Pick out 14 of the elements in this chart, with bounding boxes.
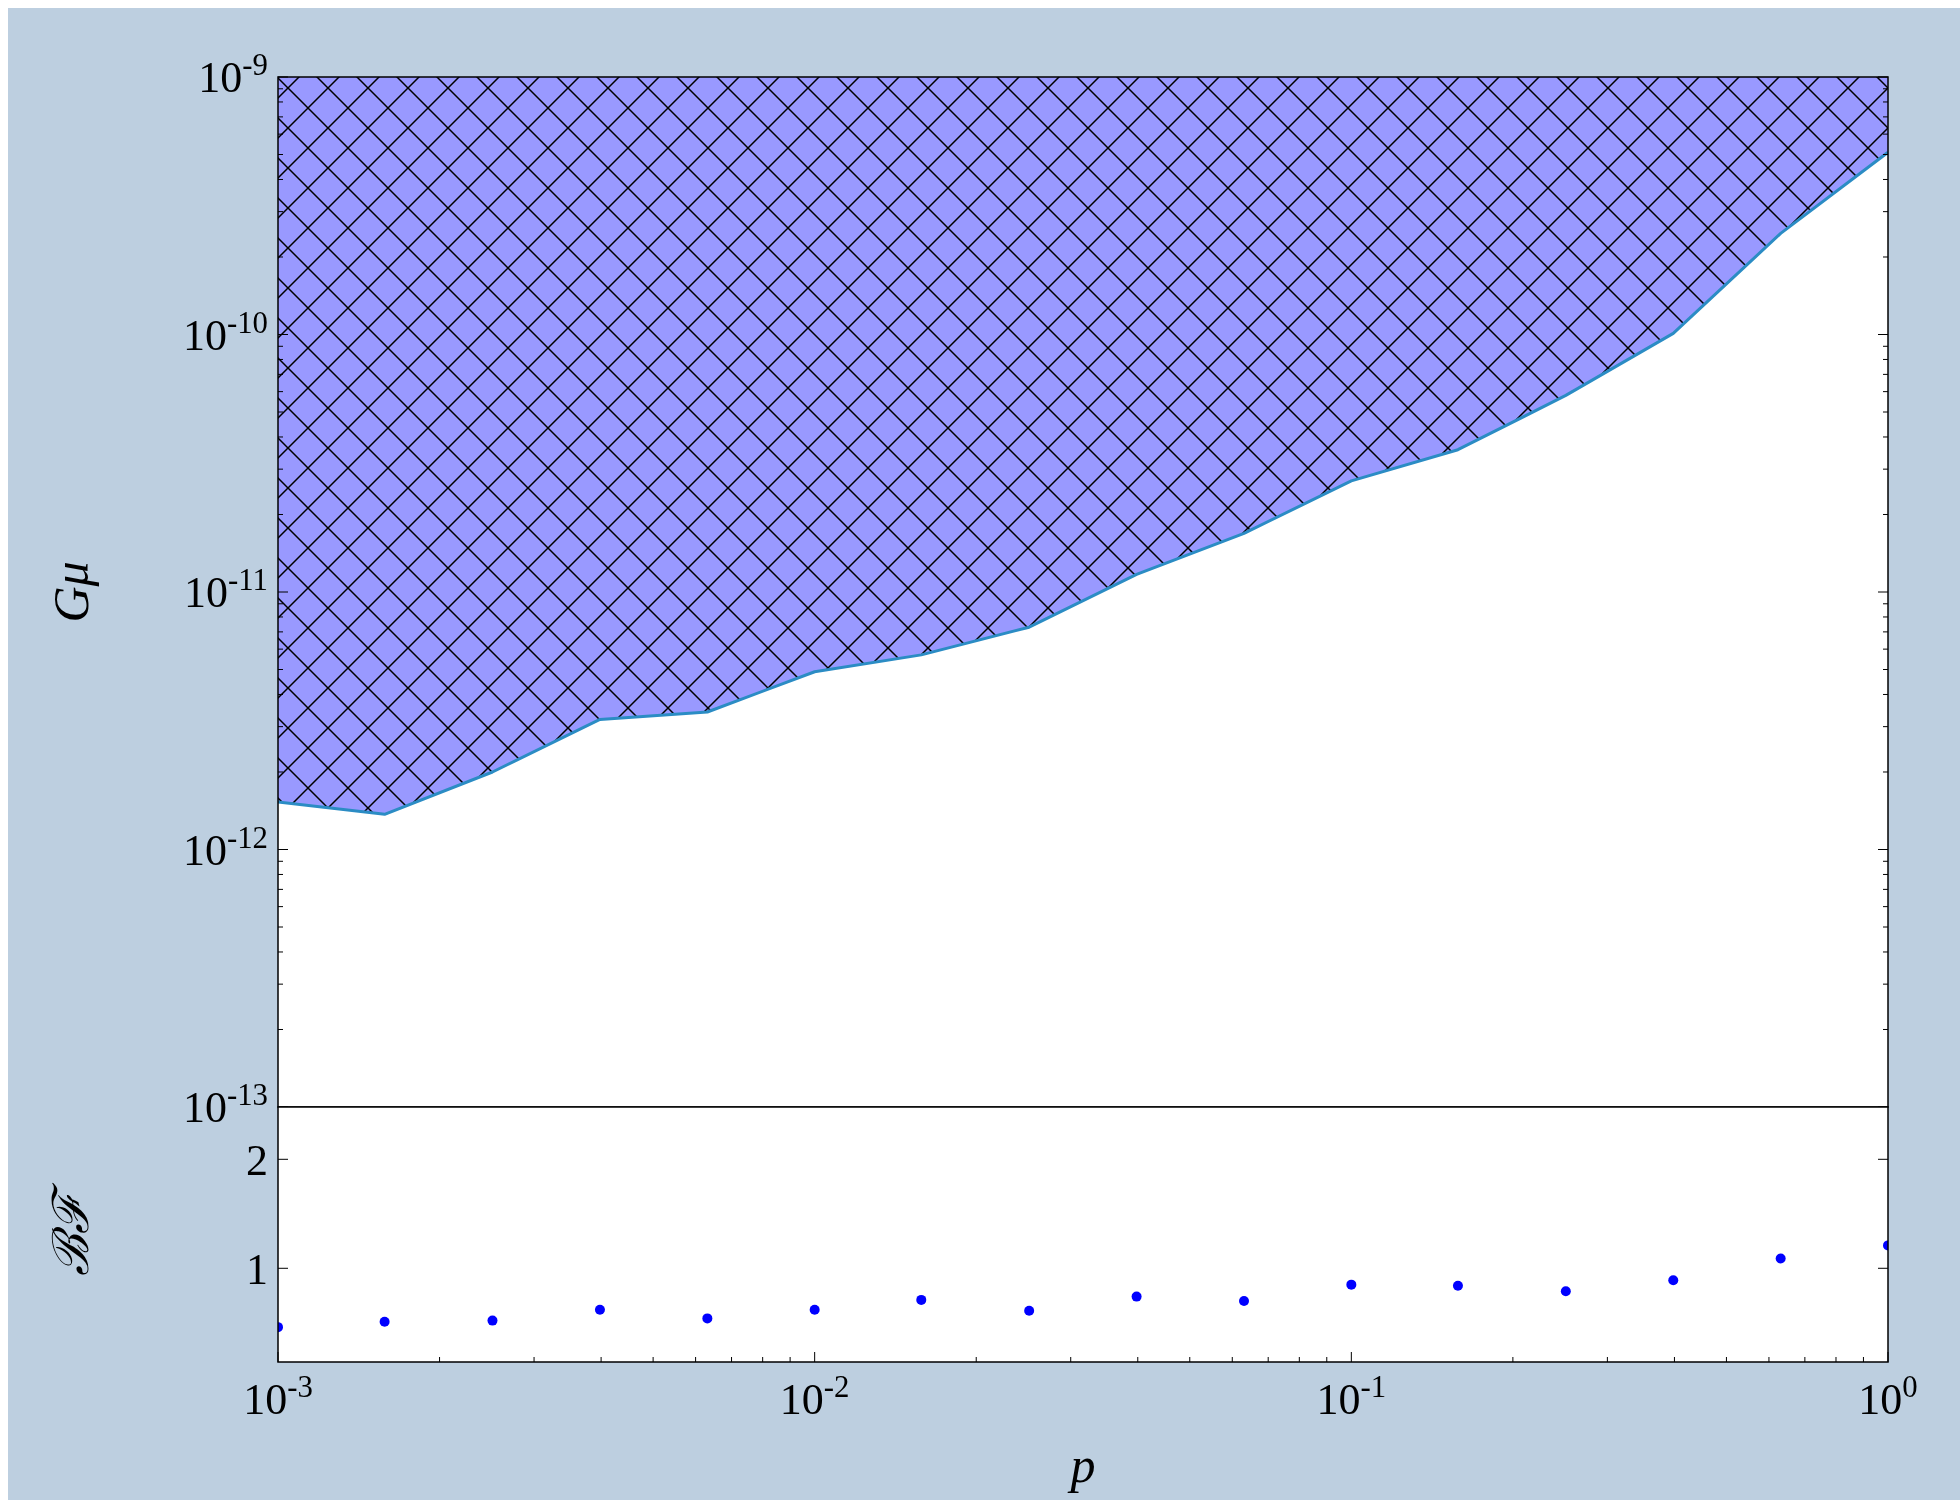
x-tick-label: 10$^{0}$ (1858, 1370, 1918, 1424)
y-tick-label: 10$^{-10}$ (182, 305, 268, 360)
y-tick-label: 10$^{-12}$ (182, 820, 268, 875)
y-tick-label: 2 (246, 1135, 268, 1185)
x-tick-label: 10$^{-1}$ (1316, 1370, 1387, 1424)
y-tick-label: 10$^{-9}$ (198, 48, 268, 103)
y-tick-label: 10$^{-11}$ (184, 563, 268, 618)
y-axis-title: Gμ (43, 561, 99, 623)
x-tick-label: 10$^{-2}$ (779, 1370, 850, 1424)
y-tick-label: 1 (246, 1244, 268, 1294)
x-tick-label: 10$^{-3}$ (243, 1370, 313, 1424)
x-axis-title: p (1067, 1437, 1096, 1493)
y-tick-label: 10$^{-13}$ (182, 1078, 268, 1133)
y-axis-title: ℬℱ (43, 1182, 99, 1276)
